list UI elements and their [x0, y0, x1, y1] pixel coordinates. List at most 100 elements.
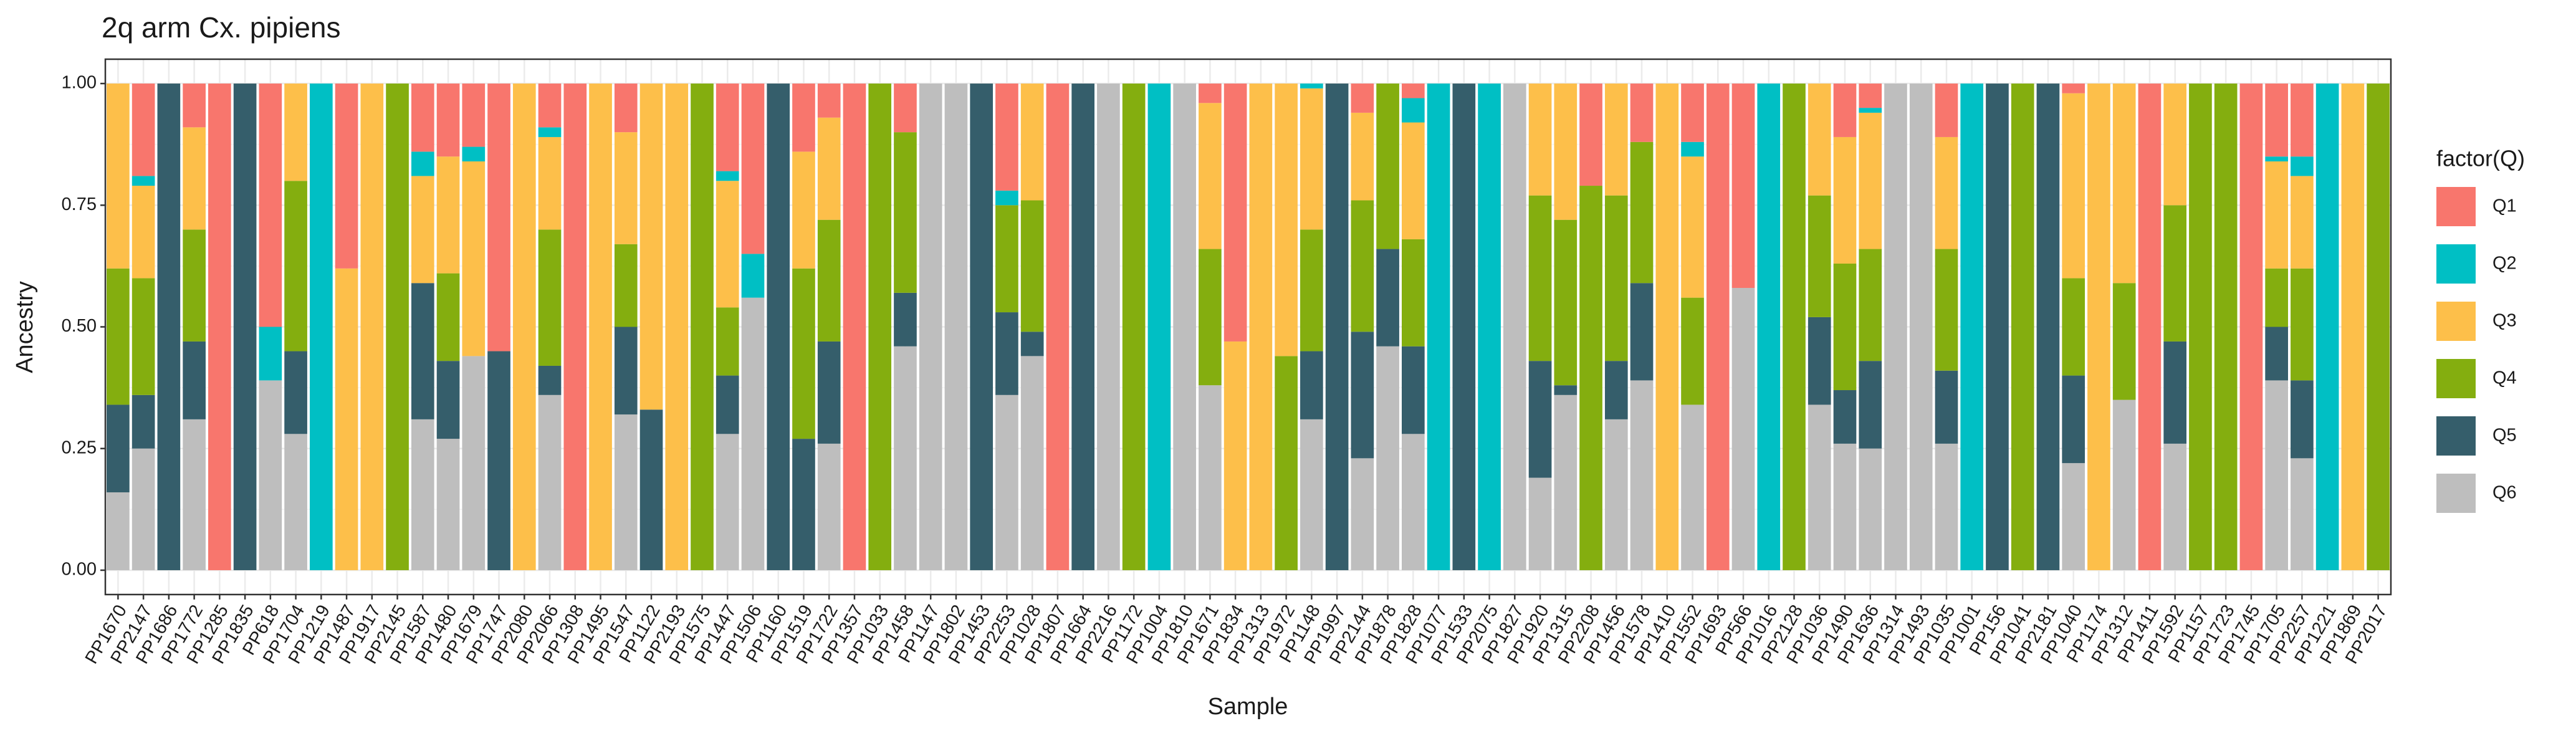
bar-segment: [1351, 84, 1374, 113]
bar-segment: [233, 84, 257, 570]
bar-segment: [1300, 419, 1323, 570]
bar-segment: [995, 190, 1018, 206]
bar-segment: [436, 273, 460, 361]
bar-segment: [1402, 346, 1425, 434]
bar-segment: [2291, 380, 2314, 459]
bar-segment: [767, 84, 790, 570]
bar-segment: [1199, 84, 1222, 103]
bar-segment: [1833, 263, 1857, 391]
chart-title: 2q arm Cx. pipiens: [102, 11, 341, 44]
bar-segment: [2291, 268, 2314, 381]
bar-segment: [716, 307, 739, 376]
bar-segment: [487, 84, 510, 351]
bar-segment: [1528, 84, 1552, 196]
bar-segment: [2163, 205, 2187, 342]
bar-segment: [1122, 84, 1146, 570]
legend-key: [2436, 244, 2476, 284]
bar-segment: [1579, 186, 1602, 570]
bar-segment: [183, 341, 206, 419]
bar-segment: [462, 84, 486, 147]
bar-segment: [2112, 283, 2136, 400]
bar-segment: [716, 84, 739, 171]
bar-segment: [284, 181, 307, 351]
bar-segment: [995, 394, 1018, 570]
bar-segment: [2062, 375, 2085, 464]
bar-segment: [1681, 156, 1704, 298]
bar-segment: [132, 448, 155, 570]
bar-segment: [1909, 84, 1933, 570]
bar-segment: [132, 278, 155, 395]
bar-segment: [1554, 394, 1578, 570]
bar-segment: [538, 84, 562, 128]
legend-label: Q5: [2492, 426, 2517, 446]
bar-segment: [1808, 195, 1831, 317]
bar-segment: [1300, 88, 1323, 230]
bar-segment: [1147, 84, 1171, 570]
bar-segment: [944, 84, 968, 570]
bar-segment: [2341, 84, 2365, 570]
bar-segment: [741, 84, 765, 254]
y-tick-label: 0.25: [62, 437, 97, 457]
y-axis-title: Ancestry: [12, 281, 38, 373]
bar-segment: [817, 443, 841, 570]
bar-segment: [2291, 458, 2314, 570]
bar-segment: [894, 346, 917, 570]
bar-segment: [208, 84, 231, 570]
bar-segment: [1731, 84, 1755, 289]
bar-segment: [2265, 268, 2288, 327]
bar-segment: [1300, 84, 1323, 88]
bar-segment: [1427, 84, 1450, 570]
bar-segment: [1935, 136, 1958, 249]
bar-segment: [589, 84, 612, 570]
bar-segment: [1223, 341, 1247, 570]
bar-segment: [792, 84, 815, 152]
bar-segment: [817, 117, 841, 220]
bar-segment: [691, 84, 714, 570]
bar-segment: [1452, 84, 1476, 570]
legend-key: [2436, 474, 2476, 513]
bar-segment: [309, 84, 333, 570]
bar-segment: [462, 356, 486, 570]
bar-segment: [1604, 195, 1628, 361]
bar-segment: [411, 151, 434, 176]
bar-segment: [1249, 84, 1273, 570]
bar-segment: [411, 176, 434, 284]
bar-segment: [1935, 443, 1958, 570]
bar-segment: [817, 84, 841, 118]
bar-segment: [2291, 176, 2314, 269]
bar-segment: [1351, 200, 1374, 332]
bar-segment: [614, 132, 638, 244]
legend-label: Q6: [2492, 483, 2517, 503]
bar-segment: [2367, 84, 2390, 570]
bar-segment: [1020, 200, 1044, 332]
bar-segment: [259, 380, 282, 570]
bar-segment: [639, 84, 663, 410]
bar-segment: [1376, 84, 1399, 249]
bar-segment: [2265, 84, 2288, 157]
bar-segment: [436, 361, 460, 439]
bar-segment: [2265, 161, 2288, 269]
bar-segment: [2011, 84, 2034, 570]
y-tick-label: 0.50: [62, 316, 97, 336]
bar-segment: [614, 414, 638, 570]
bar-segment: [1833, 84, 1857, 137]
legend-key: [2436, 416, 2476, 456]
bar-segment: [1351, 458, 1374, 570]
bar-segment: [1554, 219, 1578, 386]
legend-key: [2436, 187, 2476, 226]
bar-segment: [538, 229, 562, 366]
bar-segment: [284, 84, 307, 181]
bar-segment: [817, 341, 841, 444]
bar-segment: [1097, 84, 1120, 570]
plot-border: [104, 58, 2392, 596]
legend-label: Q3: [2492, 311, 2517, 331]
bar-segment: [1402, 84, 1425, 98]
bar-segment: [1020, 84, 1044, 201]
bar-segment: [1681, 141, 1704, 157]
bar-segment: [614, 327, 638, 415]
bar-segment: [1681, 404, 1704, 570]
bar-segment: [1859, 108, 1882, 113]
legend-title: factor(Q): [2436, 146, 2525, 171]
y-tick-label: 0.00: [62, 560, 97, 580]
bar-segment: [183, 419, 206, 570]
